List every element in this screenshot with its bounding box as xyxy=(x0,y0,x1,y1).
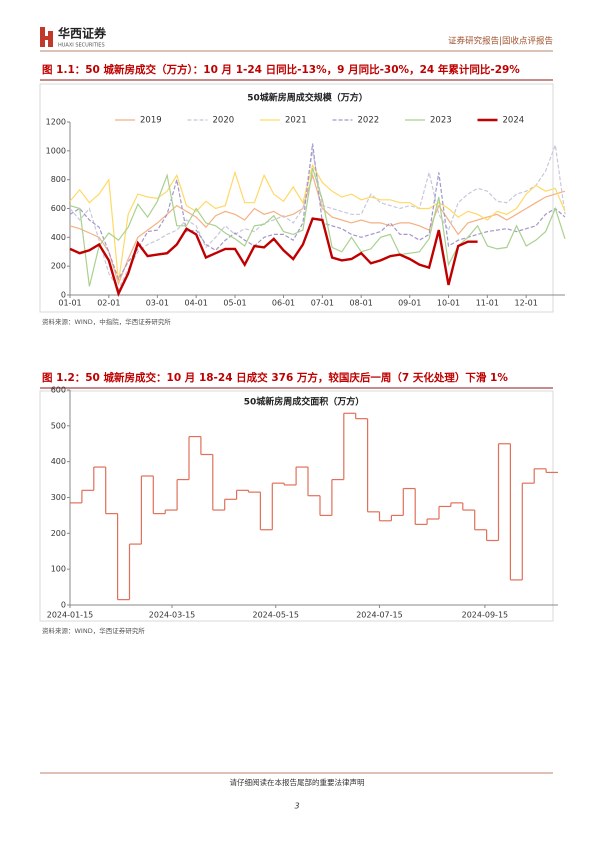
legend-label: 2023 xyxy=(430,116,452,126)
x-tick-label: 04-01 xyxy=(185,299,208,308)
x-tick-label: 2024-01-15 xyxy=(47,611,94,620)
y-tick-label: 500 xyxy=(51,421,66,430)
x-tick-label: 2024-09-15 xyxy=(462,611,509,620)
y-tick-label: 100 xyxy=(51,565,66,574)
x-tick-label: 07-01 xyxy=(311,299,334,308)
x-tick-label: 11-01 xyxy=(476,299,499,308)
x-tick-label: 09-01 xyxy=(398,299,421,308)
y-tick-label: 600 xyxy=(51,386,66,395)
chart-title: 50城新房周成交规模（万方） xyxy=(247,92,368,104)
y-tick-label: 0 xyxy=(61,291,66,300)
y-tick-label: 1200 xyxy=(46,118,66,127)
series-line xyxy=(69,167,566,287)
series-line xyxy=(69,217,478,297)
x-tick-label: 2024-07-15 xyxy=(356,611,403,620)
chart-frame xyxy=(39,83,554,313)
y-tick-label: 600 xyxy=(51,204,66,213)
x-tick-label: 01-01 xyxy=(58,299,81,308)
y-tick-label: 0 xyxy=(61,601,66,610)
logo-cn: 华西证券 xyxy=(58,26,107,41)
x-tick-label: 08-01 xyxy=(350,299,373,308)
series-line xyxy=(69,163,566,283)
y-tick-label: 400 xyxy=(51,233,66,242)
y-tick-label: 400 xyxy=(51,457,66,466)
logo-en: HUAXI SECURITIES xyxy=(58,43,105,49)
x-tick-label: 02-01 xyxy=(97,299,120,308)
page-number: 3 xyxy=(294,802,299,811)
logo-icon xyxy=(40,27,53,47)
report-type: 证券研究报告|固收点评报告 xyxy=(448,36,553,47)
x-tick-label: 05-01 xyxy=(223,299,246,308)
figure-caption: 图 1.2：50 城新房成交：10 月 18-24 日成交 376 万方，较国庆… xyxy=(42,371,508,384)
legend-label: 2020 xyxy=(213,116,235,126)
legend-label: 2022 xyxy=(358,116,380,126)
chart-frame xyxy=(39,390,554,622)
y-tick-label: 200 xyxy=(51,529,66,538)
legend-label: 2024 xyxy=(503,116,525,126)
x-tick-label: 12-01 xyxy=(515,299,538,308)
series-line xyxy=(69,173,566,286)
x-tick-label: 06-01 xyxy=(272,299,295,308)
legend-label: 2019 xyxy=(140,116,162,126)
legend-label: 2021 xyxy=(285,116,307,126)
figure-source: 资料来源：WIND，中指院，华西证券研究所 xyxy=(42,317,171,326)
y-tick-label: 800 xyxy=(51,175,66,184)
x-tick-label: 2024-03-15 xyxy=(149,611,196,620)
y-tick-label: 1000 xyxy=(46,146,66,155)
x-tick-label: 03-01 xyxy=(146,299,169,308)
x-tick-label: 2024-05-15 xyxy=(252,611,299,620)
series-line xyxy=(69,144,566,291)
chart-title: 50城新房周成交面积（万方） xyxy=(244,396,365,408)
figure-caption: 图 1.1：50 城新房成交（万方）：10 月 1-24 日同比-13%，9 月… xyxy=(42,63,520,76)
x-tick-label: 10-01 xyxy=(437,299,460,308)
disclaimer: 请仔细阅读在本报告尾部的重要法律声明 xyxy=(230,777,365,787)
y-tick-label: 300 xyxy=(51,493,66,502)
y-tick-label: 200 xyxy=(51,262,66,271)
step-connector xyxy=(81,413,547,600)
figure-source: 资料来源：WIND，华西证券研究所 xyxy=(42,626,145,635)
